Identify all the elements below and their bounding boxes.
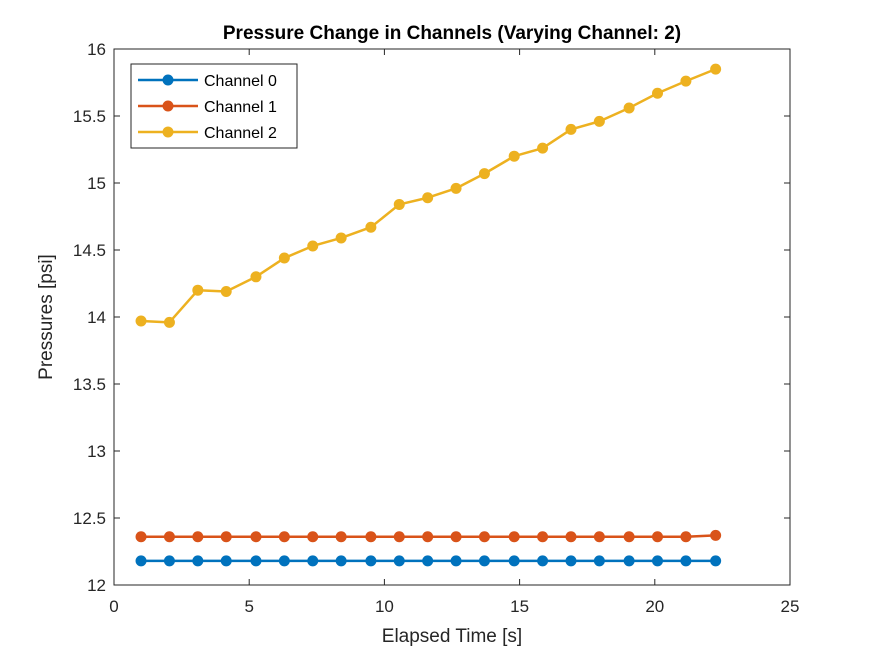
data-point: [565, 123, 577, 135]
y-tick-label: 13: [87, 442, 106, 461]
data-point: [478, 555, 490, 567]
data-point: [250, 271, 262, 283]
data-point: [537, 531, 549, 543]
data-point: [680, 555, 692, 567]
data-point: [365, 221, 377, 233]
data-point: [393, 555, 405, 567]
x-tick-label: 0: [109, 597, 118, 616]
data-point: [307, 555, 319, 567]
y-tick-label: 16: [87, 40, 106, 59]
data-point: [623, 531, 635, 543]
data-point: [192, 531, 204, 543]
legend-entry: Channel 1: [204, 99, 277, 116]
data-point: [307, 240, 319, 252]
data-point: [422, 555, 434, 567]
data-point: [307, 531, 319, 543]
data-point: [565, 531, 577, 543]
data-point: [250, 555, 262, 567]
x-tick-label: 25: [781, 597, 800, 616]
data-point: [278, 252, 290, 264]
y-axis-label: Pressures [psi]: [36, 254, 57, 380]
data-point: [565, 555, 577, 567]
data-point: [478, 168, 490, 180]
legend-swatch-marker: [162, 126, 174, 138]
data-point: [680, 531, 692, 543]
data-point: [478, 531, 490, 543]
data-point: [393, 198, 405, 210]
data-point: [335, 232, 347, 244]
data-point: [192, 284, 204, 296]
data-point: [163, 531, 175, 543]
data-point: [623, 102, 635, 114]
data-point: [508, 555, 520, 567]
data-point: [450, 555, 462, 567]
data-point: [508, 150, 520, 162]
legend-entry: Channel 0: [204, 73, 277, 90]
x-axis-label: Elapsed Time [s]: [382, 626, 522, 647]
data-point: [278, 531, 290, 543]
data-point: [450, 531, 462, 543]
axes-layer: 0 5 10 15 20 25 12 12.5 13 13.5 14 14.5 15 15.5 16: [73, 40, 800, 616]
data-point: [135, 555, 147, 567]
y-tick-label: 12: [87, 576, 106, 595]
y-tick-label: 15: [87, 174, 106, 193]
data-point: [652, 531, 664, 543]
data-point: [365, 531, 377, 543]
y-tick-label: 13.5: [73, 375, 106, 394]
series-layer: [135, 63, 722, 567]
data-point: [192, 555, 204, 567]
data-point: [710, 529, 722, 541]
data-point: [593, 115, 605, 127]
x-tick-label: 5: [244, 597, 253, 616]
data-point: [135, 315, 147, 327]
chart-title: Pressure Change in Channels (Varying Cha…: [223, 23, 681, 44]
data-point: [163, 555, 175, 567]
data-point: [422, 192, 434, 204]
data-point: [422, 531, 434, 543]
data-point: [450, 182, 462, 194]
legend-swatch-marker: [162, 100, 174, 112]
data-point: [623, 555, 635, 567]
y-tick-label: 12.5: [73, 509, 106, 528]
x-tick-label: 10: [375, 597, 394, 616]
data-point: [508, 531, 520, 543]
x-tick-label: 20: [645, 597, 664, 616]
data-point: [710, 63, 722, 75]
data-point: [652, 555, 664, 567]
legend-swatch-marker: [162, 74, 174, 86]
data-point: [220, 555, 232, 567]
data-point: [278, 555, 290, 567]
data-point: [680, 75, 692, 87]
data-point: [593, 555, 605, 567]
data-point: [135, 531, 147, 543]
data-point: [220, 286, 232, 298]
y-tick-label: 15.5: [73, 107, 106, 126]
data-point: [250, 531, 262, 543]
data-point: [335, 531, 347, 543]
data-point: [537, 142, 549, 154]
data-point: [220, 531, 232, 543]
data-point: [393, 531, 405, 543]
legend-entry: Channel 2: [204, 125, 277, 142]
legend: Channel 0 Channel 1 Channel 2: [130, 63, 298, 149]
y-tick-label: 14: [87, 308, 106, 327]
data-point: [537, 555, 549, 567]
x-tick-label: 15: [510, 597, 529, 616]
data-point: [593, 531, 605, 543]
data-point: [163, 316, 175, 328]
data-point: [710, 555, 722, 567]
data-point: [652, 87, 664, 99]
y-tick-label: 14.5: [73, 241, 106, 260]
data-point: [335, 555, 347, 567]
data-point: [365, 555, 377, 567]
